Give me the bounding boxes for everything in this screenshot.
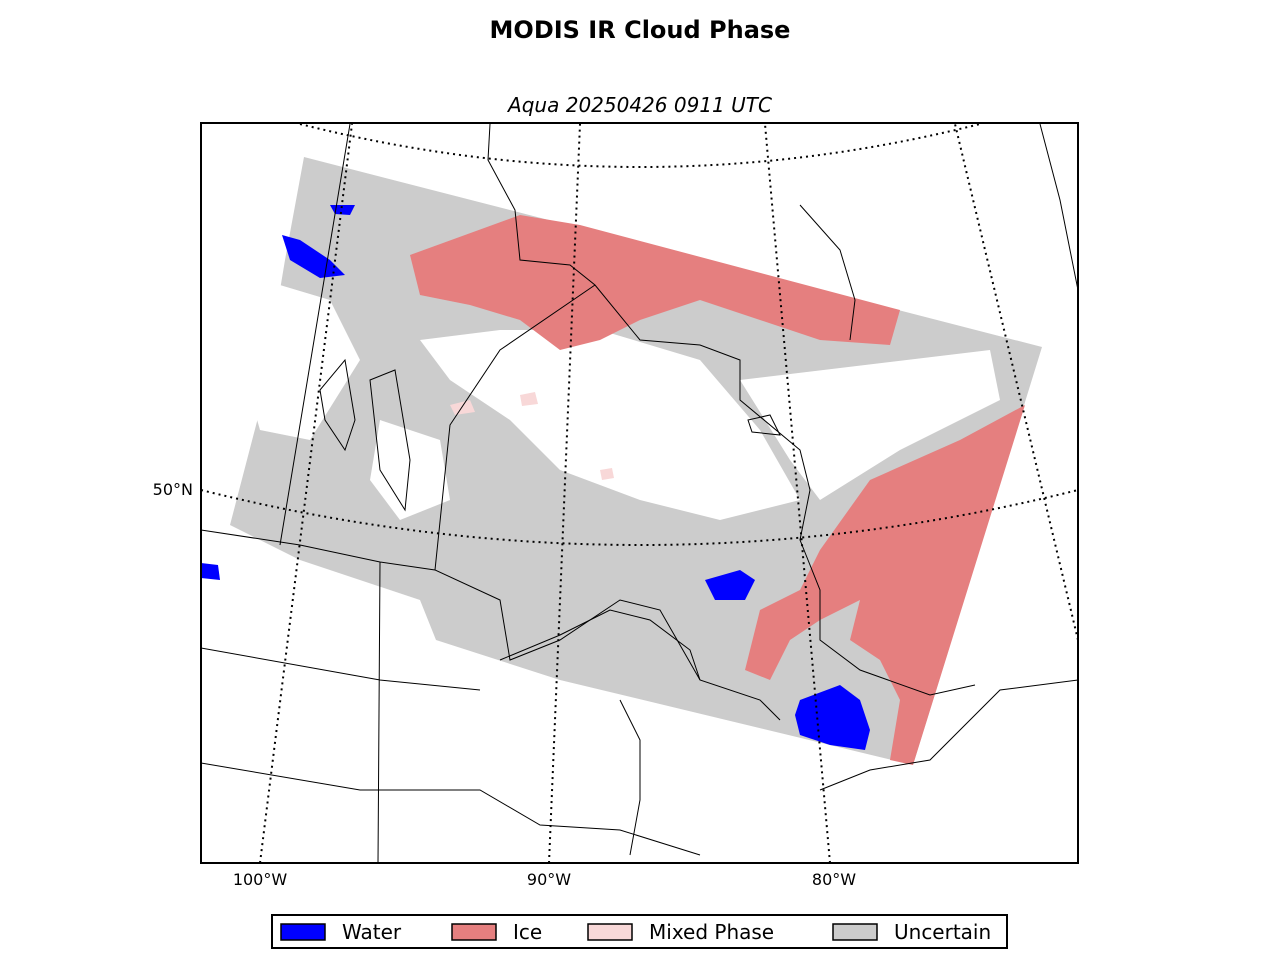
legend-label: Ice [513,920,542,944]
clear-region [420,330,800,520]
graticule [764,123,831,863]
subtitle: Aqua 20250426 0911 UTC [506,93,772,117]
lon-label: 100°W [233,870,288,889]
graticule [259,123,353,863]
ice-region [745,405,1025,765]
lon-label: 90°W [527,870,571,889]
border [201,529,701,863]
graticule [299,123,981,168]
legend-swatch [832,923,878,941]
legend-swatch [280,923,326,941]
ice-region [410,215,900,350]
legend-label: Uncertain [894,920,991,944]
clear-region [740,350,1000,500]
water-region [201,563,220,580]
map [201,123,1078,863]
water-region [795,685,870,750]
graticule [201,489,1078,546]
water-region [282,235,345,278]
lat-label: 50°N [153,480,193,499]
map-frame [200,122,1079,864]
lon-label: 80°W [812,870,856,889]
legend-label: Water [342,920,402,944]
border [487,123,976,696]
border [499,609,1078,856]
border [434,284,781,721]
legend-frame [271,914,1008,949]
legend-label: Mixed Phase [649,920,774,944]
legend: Water Ice Mixed Phase Uncertain [271,914,1008,949]
lake [319,358,781,512]
water-region [705,570,755,600]
legend-swatch [587,923,633,941]
border [279,123,1078,546]
legend-swatch [451,923,497,941]
title: MODIS IR Cloud Phase [490,16,791,44]
clear-region [230,270,360,440]
graticule [954,123,1078,641]
clear-region [370,420,450,520]
